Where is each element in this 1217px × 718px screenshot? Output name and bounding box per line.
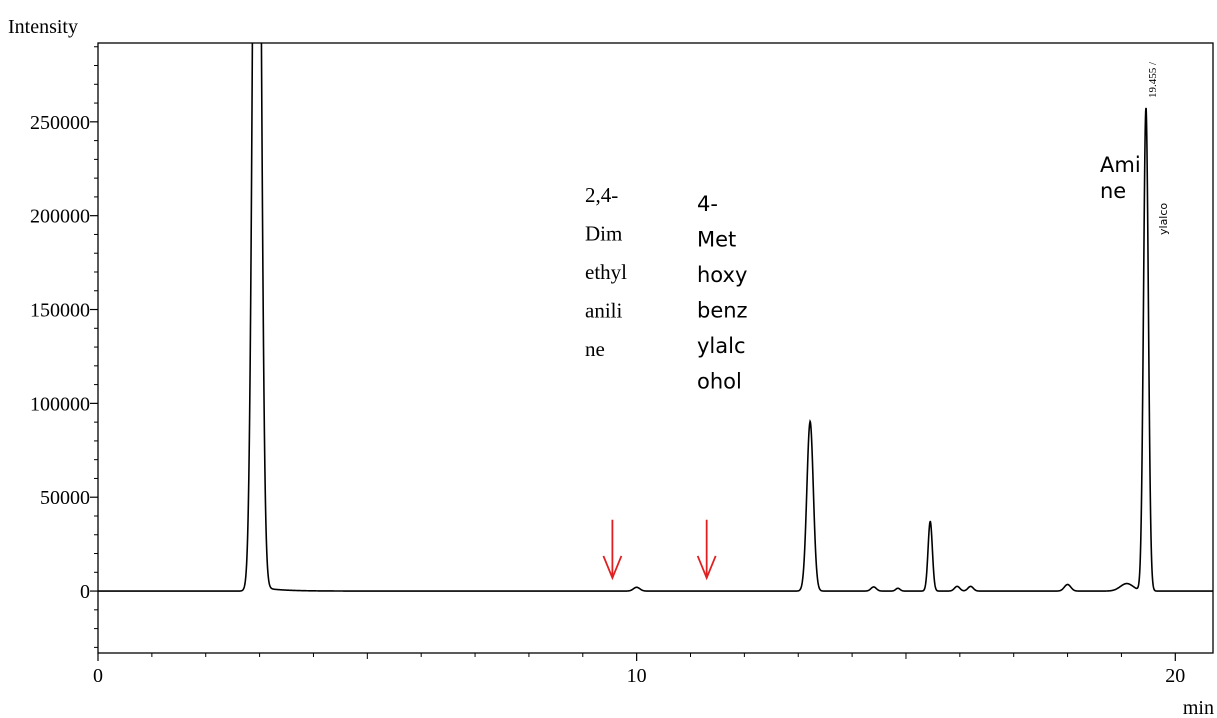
annotation-dimethylaniline: 2,4- Dim ethyl anili ne — [585, 183, 627, 361]
red-arrow-head — [696, 555, 717, 581]
annotation-line: ethyl — [585, 260, 627, 284]
annotation-methoxybenzylalcohol: 4- Met hoxy benz ylalc ohol — [697, 192, 748, 394]
x-tick-label: 10 — [627, 665, 647, 687]
peak-retention-time-label: 19.455 / — [1147, 61, 1159, 98]
red-arrows — [602, 519, 717, 581]
annotation-line: ohol — [697, 370, 742, 394]
annotation-line: ne — [585, 337, 605, 361]
plot-frame — [97, 42, 1214, 654]
plot-area — [98, 43, 1213, 592]
y-tick-label: 100000 — [30, 393, 90, 415]
annotation-line: 4- — [697, 192, 718, 216]
x-tick-label: 0 — [93, 665, 103, 687]
annotation-line: 2,4- — [585, 183, 618, 207]
y-tick-label: 250000 — [30, 112, 90, 134]
x-axis-ticks: 0 10 20 — [93, 653, 1185, 687]
x-axis-title: min — [1183, 697, 1214, 718]
y-tick-label: 0 — [80, 581, 90, 603]
annotation-line: Ami — [1100, 153, 1141, 177]
annotation-line: ne — [1100, 179, 1126, 203]
annotation-line: benz — [697, 299, 748, 323]
y-axis-title: Intensity — [8, 16, 78, 38]
y-tick-label: 150000 — [30, 300, 90, 322]
red-arrow-head — [602, 555, 623, 581]
annotation-line: Met — [697, 228, 736, 252]
y-tick-label: 50000 — [40, 487, 90, 509]
y-tick-label: 200000 — [30, 206, 90, 228]
annotation-line: Dim — [585, 222, 622, 246]
chromatogram-trace — [98, 43, 1213, 592]
peak-side-label: ylalco — [1157, 203, 1170, 235]
x-tick-label: 20 — [1165, 665, 1185, 687]
annotation-line: anili — [585, 299, 622, 323]
annotation-line: hoxy — [697, 263, 747, 287]
annotation-line: ylalc — [697, 334, 746, 358]
y-axis-ticks: 0 50000 100000 150000 200000 250000 — [30, 46, 98, 648]
